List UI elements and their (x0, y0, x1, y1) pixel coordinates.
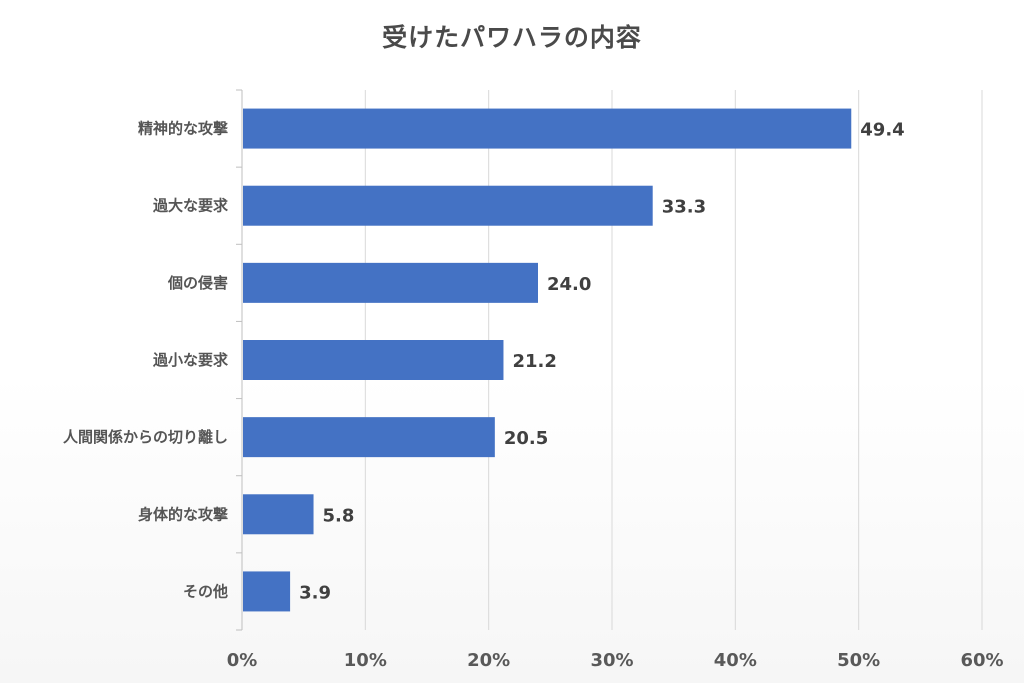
value-label-5: 5.8 (323, 505, 355, 526)
x-tick-label-20: 20% (467, 650, 510, 671)
category-label-4: 人間関係からの切り離し (63, 428, 228, 446)
category-label-3: 過小な要求 (152, 351, 229, 369)
bar-4 (243, 417, 495, 458)
category-label-1: 過大な要求 (152, 197, 229, 215)
value-label-4: 20.5 (504, 428, 548, 449)
x-tick-label-0: 0% (227, 650, 258, 671)
value-label-6: 3.9 (299, 582, 331, 603)
bar-1 (243, 185, 653, 226)
value-label-2: 24.0 (547, 274, 591, 295)
value-label-1: 33.3 (662, 197, 706, 218)
x-tick-label-60: 60% (960, 650, 1003, 671)
value-label-0: 49.4 (860, 120, 904, 141)
bar-5 (243, 494, 314, 535)
value-label-3: 21.2 (512, 351, 556, 372)
bar-0 (243, 108, 852, 149)
x-tick-label-40: 40% (714, 650, 757, 671)
x-tick-label-50: 50% (837, 650, 880, 671)
bar-3 (243, 340, 504, 380)
category-label-5: 身体的な攻撃 (138, 505, 228, 523)
category-label-2: 個の侵害 (167, 274, 228, 292)
category-label-0: 精神的な攻撃 (138, 120, 228, 138)
x-tick-label-30: 30% (590, 650, 633, 671)
chart-title: 受けたパワハラの内容 (382, 23, 642, 52)
category-label-6: その他 (183, 582, 228, 600)
bar-6 (243, 571, 291, 612)
x-tick-label-10: 10% (344, 650, 387, 671)
bar-2 (243, 262, 538, 303)
